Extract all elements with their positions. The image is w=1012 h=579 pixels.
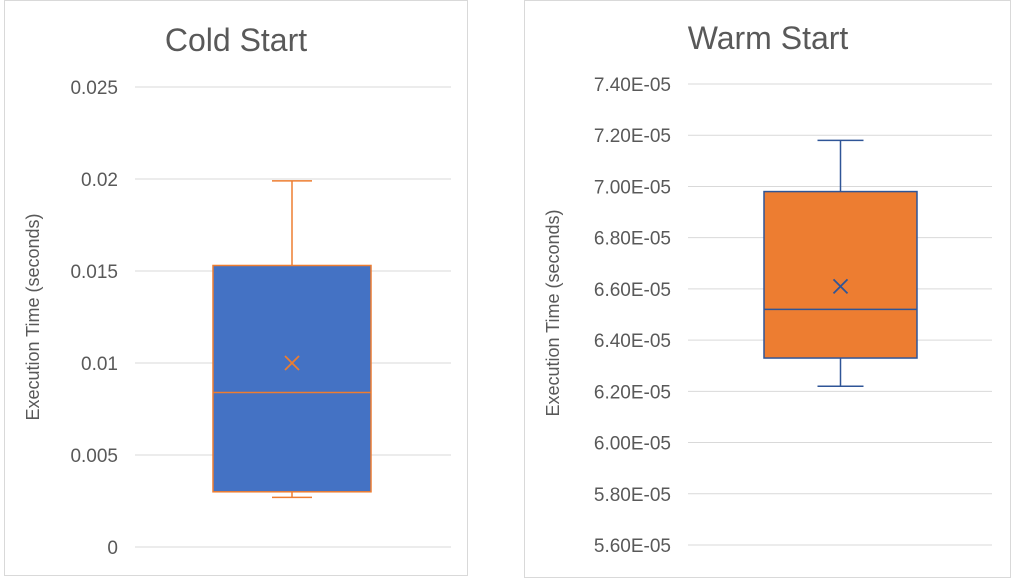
box-iqr bbox=[763, 190, 918, 359]
cold-start-chart-panel: Cold Start Execution Time (seconds) 0 0.0… bbox=[4, 0, 468, 576]
y-tick-label: 0.015 bbox=[70, 262, 118, 283]
box-iqr bbox=[212, 264, 372, 493]
y-tick-label: 6.60E-05 bbox=[594, 280, 671, 301]
y-tick-label: 7.00E-05 bbox=[594, 177, 671, 198]
y-tick-label: 0 bbox=[107, 538, 118, 559]
y-tick-label: 0.005 bbox=[70, 446, 118, 467]
warm-start-chart-panel: Warm Start Execution Time (seconds) 5.60… bbox=[524, 0, 1011, 578]
y-tick-label: 0.025 bbox=[70, 78, 118, 99]
chart-title: Cold Start bbox=[165, 22, 307, 58]
y-tick-label: 7.40E-05 bbox=[594, 75, 671, 96]
mean-marker bbox=[284, 355, 300, 371]
cold-start-chart: Cold Start Execution Time (seconds) 0 0.0… bbox=[23, 22, 451, 559]
warm-start-chart: Warm Start Execution Time (seconds) 5.60… bbox=[543, 20, 992, 557]
y-tick-label: 6.80E-05 bbox=[594, 229, 671, 250]
y-axis-label: Execution Time (seconds) bbox=[543, 209, 563, 416]
y-tick-label: 0.01 bbox=[81, 354, 118, 375]
mean-marker-stroke bbox=[832, 278, 849, 294]
mean-marker bbox=[832, 278, 849, 294]
chart-title: Warm Start bbox=[688, 20, 849, 56]
y-tick-label: 6.40E-05 bbox=[594, 331, 671, 352]
mean-marker-stroke bbox=[284, 355, 300, 371]
y-axis-label: Execution Time (seconds) bbox=[23, 213, 43, 420]
y-tick-label: 5.60E-05 bbox=[594, 536, 671, 557]
y-tick-label: 6.20E-05 bbox=[594, 382, 671, 403]
y-tick-label: 0.02 bbox=[81, 170, 118, 191]
y-tick-label: 5.80E-05 bbox=[594, 485, 671, 506]
y-tick-label: 6.00E-05 bbox=[594, 434, 671, 455]
y-tick-label: 7.20E-05 bbox=[594, 126, 671, 147]
